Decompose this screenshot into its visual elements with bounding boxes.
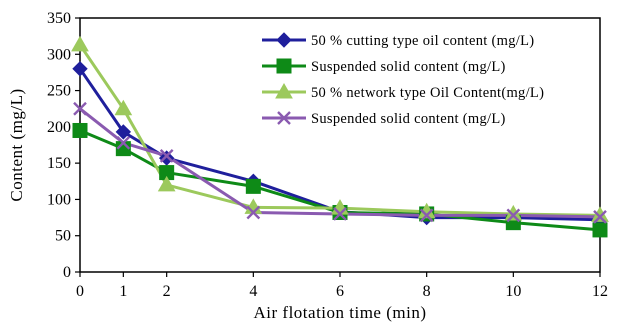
series-markers (71, 35, 609, 238)
data-point-series-3 (116, 135, 131, 150)
data-point-series-1 (592, 222, 608, 238)
y-tick-label: 150 (47, 155, 71, 172)
data-point-series-3 (593, 209, 607, 224)
series-lines (78, 44, 601, 232)
x-tick-label: 0 (76, 283, 84, 300)
plot-frame (79, 17, 601, 273)
data-point-series-2 (71, 35, 89, 52)
y-tick-label: 350 (47, 10, 71, 27)
x-tick-label: 1 (119, 283, 127, 300)
x-tick-label: 4 (249, 283, 257, 300)
legend-entry-label: 50 % network type Oil Content(mg/L) (311, 85, 544, 101)
data-point-series-3 (246, 205, 261, 220)
legend-entry-label: Suspended solid content (mg/L) (311, 59, 506, 75)
data-point-series-0 (115, 124, 132, 140)
data-point-series-3 (333, 207, 347, 221)
legend-marker (276, 58, 292, 74)
x-tick-label: 12 (592, 283, 608, 300)
legend: 50 % cutting type oil content (mg/L) Susp… (262, 32, 544, 127)
data-point-series-2 (157, 175, 176, 192)
data-point-series-0 (158, 150, 175, 166)
x-axis-title: Air flotation time (min) (254, 303, 427, 322)
y-tick-label: 300 (47, 46, 71, 63)
data-point-series-1 (72, 122, 88, 138)
series-line-2 (78, 44, 601, 217)
legend-marker (275, 82, 293, 99)
legend-entry-label: 50 % cutting type oil content (mg/L) (311, 33, 534, 49)
y-tick-label: 250 (47, 83, 71, 100)
data-point-series-3 (159, 149, 174, 163)
series-line-0 (78, 67, 601, 222)
x-tick-label: 2 (163, 283, 171, 300)
y-tick-label: 100 (47, 191, 71, 208)
x-tick-label: 10 (505, 283, 521, 300)
data-point-series-2 (114, 99, 133, 116)
y-tick-label: 50 (55, 228, 71, 245)
legend-entry-label: Suspended solid content (mg/L) (311, 111, 506, 127)
data-point-series-3 (419, 208, 434, 223)
axes (75, 17, 601, 277)
data-point-series-1 (245, 178, 261, 194)
y-axis-title: Content (mg/L) (7, 88, 26, 201)
legend-marker (276, 32, 292, 48)
legend-marker (277, 111, 291, 125)
y-tick-label: 200 (47, 119, 71, 136)
data-point-series-3 (506, 208, 521, 223)
y-tick-label: 0 (63, 264, 71, 281)
data-point-series-0 (72, 61, 88, 77)
data-point-series-3 (73, 101, 87, 116)
x-tick-label: 6 (336, 283, 344, 300)
x-tick-label: 8 (423, 283, 431, 300)
